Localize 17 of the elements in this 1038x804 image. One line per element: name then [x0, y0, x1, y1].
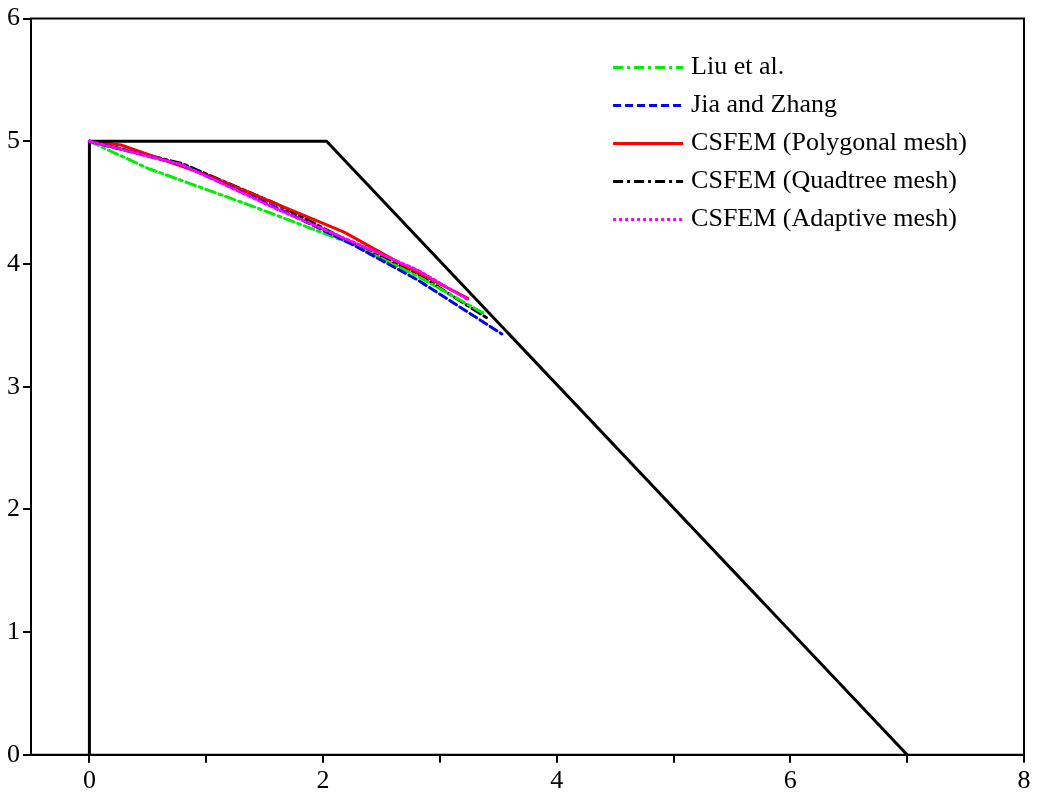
legend-label: Liu et al.	[691, 51, 785, 81]
x-tick-label: 4	[550, 765, 564, 795]
y-tick-label: 3	[7, 370, 20, 400]
x-tick-label: 8	[1017, 765, 1031, 795]
y-tick-label: 6	[7, 2, 20, 32]
x-tick-label: 6	[783, 765, 797, 795]
y-tick-label: 0	[7, 738, 20, 768]
legend-label: CSFEM (Adaptive mesh)	[691, 203, 957, 233]
y-tick-label: 1	[7, 615, 20, 645]
legend-label: CSFEM (Polygonal mesh)	[691, 127, 968, 157]
legend-label: CSFEM (Quadtree mesh)	[691, 165, 957, 195]
y-tick-label: 4	[7, 247, 20, 277]
legend-label: Jia and Zhang	[691, 89, 837, 119]
x-tick-label: 0	[82, 765, 96, 795]
y-tick-label: 2	[7, 493, 20, 523]
x-tick-label: 2	[316, 765, 330, 795]
y-tick-label: 5	[7, 125, 20, 155]
